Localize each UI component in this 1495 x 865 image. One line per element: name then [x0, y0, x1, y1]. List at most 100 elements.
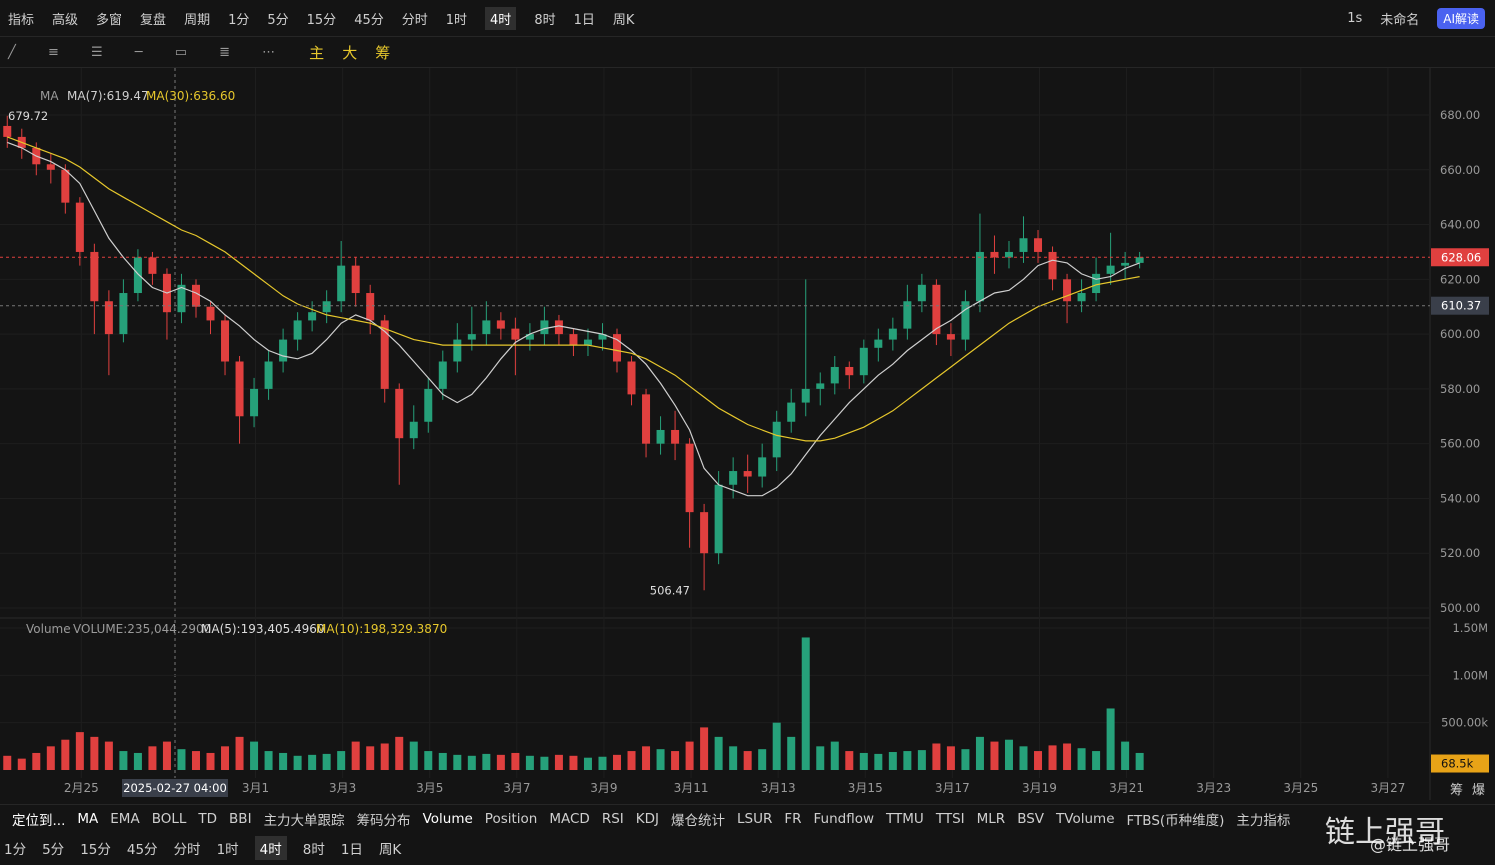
- period-button[interactable]: 1日: [573, 12, 595, 28]
- volume-bar: [816, 746, 825, 770]
- period-button[interactable]: 1分: [4, 842, 27, 858]
- candle-body: [627, 361, 636, 395]
- candle-body: [1135, 257, 1144, 263]
- x-tick-label: 3月17: [935, 781, 970, 795]
- candle-body: [845, 366, 854, 376]
- x-tick-label: 3月5: [416, 781, 443, 795]
- volume-bar: [1034, 751, 1043, 770]
- indicator-tab[interactable]: EMA: [110, 811, 140, 827]
- candle-body: [583, 339, 592, 346]
- indicator-tab[interactable]: 定位到...: [12, 813, 66, 829]
- period-button[interactable]: 1分: [228, 12, 250, 28]
- candle-body: [496, 320, 505, 329]
- volume-bar: [859, 752, 868, 770]
- indicator-tab[interactable]: 筹码分布: [356, 813, 411, 829]
- x-tick-label: 3月25: [1283, 781, 1318, 795]
- x-tick-label: 3月11: [674, 781, 709, 795]
- indicator-tab[interactable]: Position: [484, 811, 538, 827]
- toolbar-button[interactable]: 多窗: [96, 12, 123, 28]
- volume-bar: [380, 743, 389, 770]
- indicator-tab[interactable]: FR: [784, 811, 802, 827]
- indicator-tab[interactable]: TTSI: [935, 811, 965, 827]
- period-button[interactable]: 周K: [378, 842, 402, 858]
- last-price-box: [1431, 248, 1489, 267]
- volume-bar: [104, 741, 113, 770]
- draw-tool[interactable]: 主: [309, 43, 325, 62]
- toolbar-button[interactable]: 指标: [8, 12, 35, 28]
- indicator-tab[interactable]: Fundflow: [813, 811, 875, 827]
- candle-body: [758, 457, 767, 477]
- period-button[interactable]: 15分: [80, 842, 111, 858]
- period-button[interactable]: 1日: [340, 842, 363, 858]
- indicator-tab[interactable]: TD: [198, 811, 218, 827]
- indicator-tab[interactable]: BOLL: [151, 811, 187, 827]
- draw-tool[interactable]: 大: [342, 43, 358, 62]
- indicator-tab[interactable]: BSV: [1017, 811, 1045, 827]
- indicator-tab[interactable]: LSUR: [737, 811, 773, 827]
- indicator-tab[interactable]: MA: [77, 811, 99, 827]
- period-button[interactable]: 1时: [216, 842, 239, 858]
- ma-line: [7, 136, 1140, 442]
- period-button[interactable]: 45分: [354, 12, 384, 28]
- period-button[interactable]: 5分: [42, 842, 65, 858]
- candle-body: [438, 361, 447, 389]
- period-button[interactable]: 8时: [302, 842, 325, 858]
- volume-bar: [206, 752, 215, 770]
- indicator-tab[interactable]: 爆仓统计: [671, 813, 725, 829]
- indicator-tab[interactable]: TVolume: [1056, 811, 1115, 827]
- candle-body: [1092, 273, 1101, 294]
- period-button[interactable]: 分时: [401, 12, 428, 28]
- candle-body: [366, 293, 375, 321]
- volume-bar: [758, 749, 767, 770]
- toolbar-right[interactable]: 未命名: [1380, 12, 1420, 28]
- candle-body: [700, 512, 709, 554]
- indicator-tab[interactable]: TTMU: [886, 811, 924, 827]
- indicator-tab[interactable]: Volume: [422, 811, 473, 827]
- candle-body: [801, 388, 810, 403]
- indicator-tab[interactable]: 主力指标: [1236, 813, 1291, 829]
- indicator-tab[interactable]: BBI: [229, 811, 252, 827]
- indicator-tab[interactable]: MLR: [976, 811, 1006, 827]
- indicator-tab[interactable]: FTBS(币种维度): [1126, 813, 1225, 829]
- candle-body: [104, 301, 113, 335]
- period-button[interactable]: 周K: [612, 12, 635, 28]
- candle-body: [337, 265, 346, 302]
- indicator-tab[interactable]: MACD: [549, 811, 590, 827]
- period-button[interactable]: 分时: [173, 842, 201, 858]
- period-button[interactable]: 8时: [534, 12, 556, 28]
- indicator-tab[interactable]: 主力大单跟踪: [263, 813, 345, 829]
- period-button[interactable]: 4时: [485, 6, 517, 30]
- x-tick-label: 3月19: [1022, 781, 1057, 795]
- top-toolbar: 指标 高级 多窗 复盘 周期 1分 5分 15分 45分 分时 1时 4时 8时 1日 周K 1s 未命名 AI解…: [0, 0, 1495, 37]
- volume-ma5: MA(5):193,405.4960: [201, 622, 325, 636]
- bottom-periods: 1分 5分 15分 45分 分时 1时 4时 8时 1日 周K: [0, 834, 1495, 862]
- period-button[interactable]: 15分: [306, 12, 337, 28]
- candle-body: [279, 339, 288, 362]
- toolbar-button[interactable]: 复盘: [140, 12, 167, 28]
- period-button[interactable]: 4时: [254, 836, 287, 860]
- toolbar-button[interactable]: 高级: [52, 12, 79, 28]
- volume-bar: [351, 741, 360, 770]
- volume-bar: [569, 755, 578, 770]
- toolbar-right[interactable]: 1s: [1347, 10, 1363, 26]
- indicator-tab[interactable]: RSI: [601, 811, 624, 827]
- period-button[interactable]: 45分: [126, 842, 158, 858]
- period-button[interactable]: 1时: [445, 12, 468, 28]
- candle-body: [859, 347, 868, 376]
- volume-bar: [75, 732, 84, 770]
- volume-bar: [627, 751, 636, 770]
- volume-bar: [17, 758, 26, 770]
- candle-body: [467, 334, 476, 340]
- volume-bar: [1106, 708, 1115, 770]
- volume-bar: [598, 756, 607, 770]
- candle-body: [932, 284, 941, 335]
- toolbar-button[interactable]: 周期: [184, 12, 211, 28]
- indicator-tab[interactable]: KDJ: [635, 811, 659, 827]
- volume-bar: [453, 754, 462, 770]
- draw-tool[interactable]: 筹: [375, 43, 391, 62]
- period-button[interactable]: 5分: [267, 12, 289, 28]
- volume-bar: [366, 746, 375, 770]
- toolbar-right[interactable]: AI解读: [1437, 7, 1485, 29]
- volume-bar: [888, 752, 897, 770]
